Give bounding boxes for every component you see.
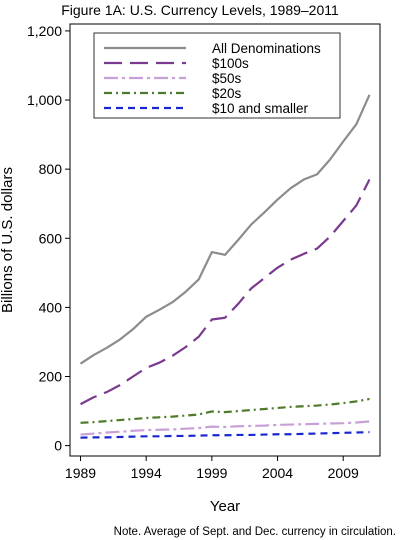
series-line-20s	[80, 397, 370, 424]
y-tick-label: 1,200	[27, 23, 62, 39]
legend-label: $50s	[212, 71, 242, 86]
series-line-10-and-smaller	[80, 431, 370, 439]
x-axis-title: Year	[210, 498, 240, 515]
series-line-100s	[79, 179, 371, 406]
x-tick-label: 1989	[65, 465, 96, 481]
y-tick-label: 0	[54, 438, 62, 454]
x-tick-label: 1999	[196, 465, 227, 481]
y-axis-title: Billions of U.S. dollars	[0, 167, 16, 313]
legend: All Denominations$100s$50s$20s$10 and sm…	[93, 32, 341, 119]
series-line-50s	[80, 420, 370, 436]
chart-note: Note. Average of Sept. and Dec. currency…	[114, 526, 396, 538]
series-layer	[79, 94, 371, 439]
x-tick-label: 2004	[262, 465, 293, 481]
chart-title: Figure 1A: U.S. Currency Levels, 1989–20…	[61, 2, 339, 18]
y-tick-label: 800	[39, 161, 63, 177]
legend-label: $20s	[212, 86, 242, 101]
x-tick-label: 1994	[131, 465, 162, 481]
series-line-all-denominations	[79, 94, 371, 365]
y-tick-label: 1,000	[27, 92, 62, 108]
y-tick-label: 200	[39, 369, 63, 385]
legend-label: All Denominations	[212, 41, 321, 56]
x-axis: 1989 1994 1999 2004 2009	[65, 456, 359, 481]
legend-label: $100s	[212, 56, 249, 71]
x-tick-label: 2009	[328, 465, 359, 481]
legend-label: $10 and smaller	[212, 101, 309, 116]
y-tick-label: 400	[39, 299, 63, 315]
plot-frame	[69, 23, 381, 457]
y-axis: 0 200 400 600 800 1,000 1,200	[27, 23, 70, 454]
y-tick-label: 600	[39, 230, 63, 246]
